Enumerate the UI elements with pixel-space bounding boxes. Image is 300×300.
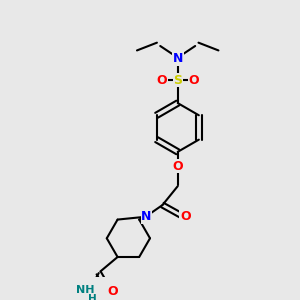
Text: NH: NH [76,285,95,295]
Text: H: H [88,294,97,300]
Text: O: O [188,74,199,87]
Text: N: N [172,52,183,65]
Text: O: O [156,74,167,87]
Text: N: N [141,210,152,223]
Text: O: O [172,160,183,173]
Text: O: O [107,285,118,298]
Text: O: O [180,210,190,223]
Text: S: S [173,74,182,87]
